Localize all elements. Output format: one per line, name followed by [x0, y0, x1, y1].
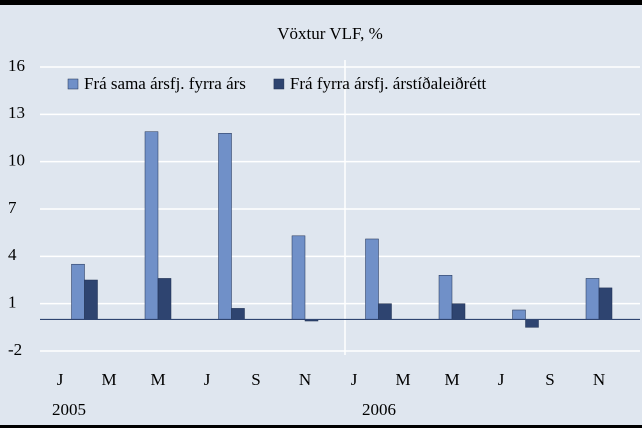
x-tick-label: J: [351, 370, 358, 389]
y-tick-label: 4: [8, 245, 17, 264]
bar: [585, 278, 600, 320]
x-tick-label: S: [251, 370, 260, 389]
y-tick-label: 1: [8, 293, 17, 312]
x-tick-label: J: [57, 370, 64, 389]
bar: [84, 279, 98, 320]
top-rule: [0, 0, 642, 5]
x-tick-label: M: [101, 370, 116, 389]
x-tick-label: M: [395, 370, 410, 389]
chart-title: Vöxtur VLF, %: [277, 24, 383, 43]
x-tick-label: M: [150, 370, 165, 389]
bar: [144, 131, 159, 320]
bar: [598, 287, 613, 320]
bar: [231, 308, 245, 320]
legend-swatch: [67, 78, 79, 90]
x-tick-label: N: [593, 370, 605, 389]
y-tick-label: 7: [8, 198, 17, 217]
y-tick-label: -2: [8, 340, 22, 359]
x-tick-label: S: [545, 370, 554, 389]
bar: [71, 263, 85, 320]
bar: [525, 319, 539, 328]
legend-label: Frá fyrra ársfj. árstíðaleiðrétt: [290, 74, 487, 93]
bar: [378, 303, 392, 320]
bar: [365, 238, 379, 320]
bar: [512, 309, 526, 320]
bar: [291, 235, 306, 320]
legend-swatch: [273, 78, 285, 90]
y-tick-label: 16: [8, 56, 25, 75]
x-tick-label: J: [498, 370, 505, 389]
x-tick-label: N: [299, 370, 311, 389]
bar: [451, 303, 466, 320]
legend-label: Frá sama ársfj. fyrra árs: [84, 74, 246, 93]
year-label: 2005: [52, 400, 86, 419]
bar: [157, 278, 172, 320]
bottom-rule: [0, 425, 642, 428]
x-tick-label: M: [444, 370, 459, 389]
bar: [438, 275, 453, 320]
bar: [218, 133, 232, 320]
x-tick-label: J: [204, 370, 211, 389]
y-tick-label: 13: [8, 103, 25, 122]
y-tick-label: 10: [8, 151, 25, 170]
year-label: 2006: [362, 400, 396, 419]
